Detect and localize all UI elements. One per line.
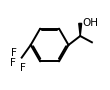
Polygon shape	[79, 23, 82, 36]
Text: F: F	[10, 58, 16, 68]
Text: OH: OH	[82, 18, 98, 28]
Text: F: F	[11, 48, 16, 58]
Text: F: F	[20, 63, 26, 73]
